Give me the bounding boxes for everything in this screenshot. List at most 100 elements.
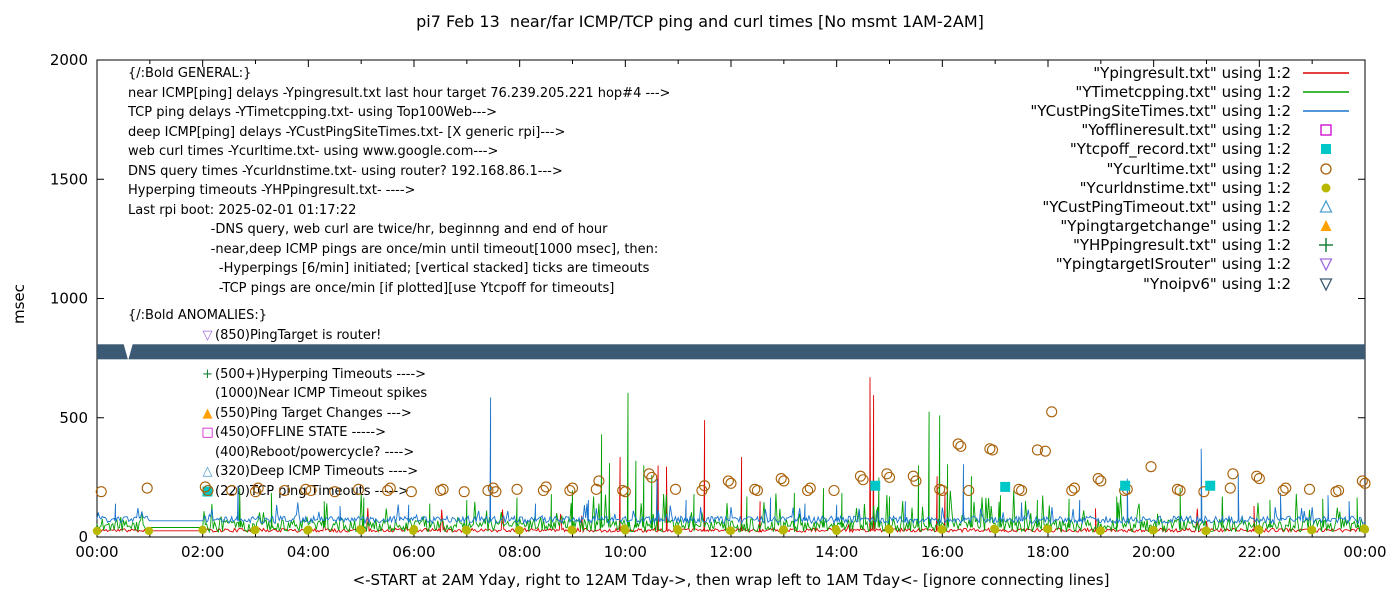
anomaly-line: ▽ (850)PingTarget is router!	[200, 326, 427, 346]
anomaly-line: (400)Reboot/powercycle? ---->	[200, 443, 427, 463]
legend-item: "YCustPingTimeout.txt" using 1:2	[1030, 197, 1354, 216]
chart-title: pi7 Feb 13 near/far ICMP/TCP ping and cu…	[416, 12, 984, 31]
y-tick-label: 1500	[50, 170, 88, 188]
legend-item: "YTimetcpping.txt" using 1:2	[1030, 82, 1354, 101]
legend-label: "Ytcpoff_record.txt" using 1:2	[1069, 140, 1291, 159]
x-tick-label: 06:00	[392, 543, 435, 561]
anomaly-line: ■ (220)TCP ping Timeouts ----->	[200, 482, 427, 502]
x-tick-label: 12:00	[709, 543, 752, 561]
general-line: Hyperping timeouts -YHPpingresult.txt- -…	[128, 183, 416, 198]
general-line: {/:Bold GENERAL:}	[128, 66, 252, 81]
y-tick-label: 0	[78, 528, 88, 546]
anomaly-text: (320)Deep ICMP Timeouts ---->	[215, 464, 419, 479]
tri-up-open-icon	[1319, 199, 1333, 213]
anomaly-line: ▲ (550)Ping Target Changes --->	[200, 404, 427, 424]
general-line: -near,deep ICMP pings are once/min until…	[128, 241, 659, 257]
y-tick-label: 1000	[50, 290, 88, 308]
tri-down-open-icon	[1319, 278, 1333, 292]
tri-down-open-icon	[1319, 258, 1333, 272]
legend-item: "Ycurltime.txt" using 1:2	[1030, 159, 1354, 178]
square-fill-icon	[1321, 144, 1331, 155]
legend-item: "Ycurldnstime.txt" using 1:2	[1030, 178, 1354, 197]
legend-label: "YpingtargetISrouter" using 1:2	[1055, 255, 1291, 274]
legend-label: "YTimetcpping.txt" using 1:2	[1075, 82, 1291, 101]
x-tick-label: 20:00	[1132, 543, 1175, 561]
legend-label: "YHPpingresult.txt" using 1:2	[1072, 236, 1291, 255]
anomaly-text: (450)OFFLINE STATE ----->	[215, 425, 386, 440]
scatter-Ytcpoff_record	[870, 480, 1216, 492]
anomaly-line	[200, 345, 427, 365]
x-tick-label: 08:00	[498, 543, 541, 561]
anomaly-line: △ (320)Deep ICMP Timeouts ---->	[200, 462, 427, 482]
anomalies-header: {/:Bold ANOMALIES:}	[128, 306, 427, 326]
line-icon	[1303, 110, 1349, 112]
anomaly-text: (220)TCP ping Timeouts ----->	[215, 483, 410, 499]
anomaly-text: (500+)Hyperping Timeouts ---->	[215, 366, 427, 382]
x-tick-label: 04:00	[287, 543, 330, 561]
anomaly-text: (550)Ping Target Changes --->	[215, 405, 412, 421]
anomaly-text: {/:Bold ANOMALIES:}	[128, 308, 268, 323]
general-line: -DNS query, web curl are twice/hr, begin…	[128, 222, 608, 237]
line-icon	[1303, 71, 1349, 74]
legend-item: "Ypingtargetchange" using 1:2	[1030, 217, 1354, 236]
legend-label: "Ycurltime.txt" using 1:2	[1106, 159, 1291, 178]
legend-label: "Ynoipv6" using 1:2	[1143, 274, 1291, 293]
legend-item: "YpingtargetISrouter" using 1:2	[1030, 255, 1354, 274]
anomalies-annotations: {/:Bold ANOMALIES:} ▽ (850)PingTarget is r…	[128, 306, 427, 501]
legend-item: "YCustPingSiteTimes.txt" using 1:2	[1030, 101, 1354, 120]
y-axis-label: msec	[10, 284, 28, 324]
legend-label: "Yofflineresult.txt" using 1:2	[1081, 121, 1291, 140]
anomaly-text: (400)Reboot/powercycle? ---->	[215, 444, 415, 460]
x-tick-label: 00:00	[1343, 543, 1386, 561]
x-tick-label: 16:00	[921, 543, 964, 561]
anomaly-line: □ (450)OFFLINE STATE ----->	[200, 423, 427, 443]
general-line: DNS query times -Ycurldnstime.txt- using…	[128, 163, 563, 179]
anomaly-line: (1000)Near ICMP Timeout spikes	[200, 384, 427, 404]
anomaly-line: + (500+)Hyperping Timeouts ---->	[200, 365, 427, 385]
legend-item: "Ynoipv6" using 1:2	[1030, 274, 1354, 293]
general-line: Last rpi boot: 2025-02-01 01:17:22	[128, 202, 357, 218]
plus-icon: +	[202, 366, 213, 382]
tri-up-fill-icon	[1320, 220, 1332, 232]
general-line: -Hyperpings [6/min] initiated; [vertical…	[128, 261, 650, 276]
legend-item: "Ytcpoff_record.txt" using 1:2	[1030, 140, 1354, 159]
plus-icon	[1319, 238, 1333, 253]
legend-item: "Yofflineresult.txt" using 1:2	[1030, 121, 1354, 140]
legend: "Ypingresult.txt" using 1:2 "YTimetcpping…	[1030, 63, 1354, 293]
legend-label: "Ypingresult.txt" using 1:2	[1093, 63, 1291, 82]
anomaly-text: (1000)Near ICMP Timeout spikes	[215, 386, 428, 401]
general-line: near ICMP[ping] delays -Ypingresult.txt …	[128, 85, 671, 101]
legend-label: "Ycurldnstime.txt" using 1:2	[1079, 178, 1291, 197]
scatter-Ycurldnstime	[92, 524, 1370, 536]
x-tick-label: 00:00	[75, 543, 118, 561]
x-tick-label: 14:00	[815, 543, 858, 561]
legend-label: "Ypingtargetchange" using 1:2	[1060, 217, 1291, 236]
x-axis-label: <-START at 2AM Yday, right to 12AM Tday-…	[352, 571, 1110, 589]
general-line: TCP ping delays -YTimetcpping.txt- using…	[128, 105, 498, 120]
square-fill-icon: ■	[201, 483, 214, 499]
legend-item: "YHPpingresult.txt" using 1:2	[1030, 236, 1354, 255]
x-tick-label: 02:00	[181, 543, 224, 561]
line-icon	[1303, 90, 1349, 93]
tri-down-open-icon: ▽	[202, 327, 213, 343]
general-annotations: {/:Bold GENERAL:} near ICMP[ping] delays …	[128, 64, 670, 298]
anomaly-text: (850)PingTarget is router!	[215, 327, 382, 343]
legend-label: "YCustPingTimeout.txt" using 1:2	[1042, 197, 1291, 216]
circle-fill-icon	[1321, 183, 1331, 193]
y-tick-label: 2000	[50, 51, 88, 69]
legend-label: "YCustPingSiteTimes.txt" using 1:2	[1030, 101, 1291, 120]
tri-up-open-icon: △	[202, 464, 213, 479]
general-line: -TCP pings are once/min [if plotted][use…	[128, 280, 615, 296]
square-open-icon: □	[201, 425, 214, 440]
circle-open-icon	[1320, 162, 1332, 175]
tri-up-fill-icon: ▲	[202, 405, 213, 421]
general-line: web curl times -Ycurltime.txt- using www…	[128, 144, 499, 159]
x-tick-label: 22:00	[1238, 543, 1281, 561]
legend-item: "Ypingresult.txt" using 1:2	[1030, 63, 1354, 82]
square-open-icon	[1320, 124, 1332, 136]
x-tick-label: 10:00	[604, 543, 647, 561]
general-line: deep ICMP[ping] delays -YCustPingSiteTim…	[128, 124, 566, 140]
x-tick-label: 18:00	[1026, 543, 1069, 561]
y-tick-label: 500	[59, 409, 88, 427]
